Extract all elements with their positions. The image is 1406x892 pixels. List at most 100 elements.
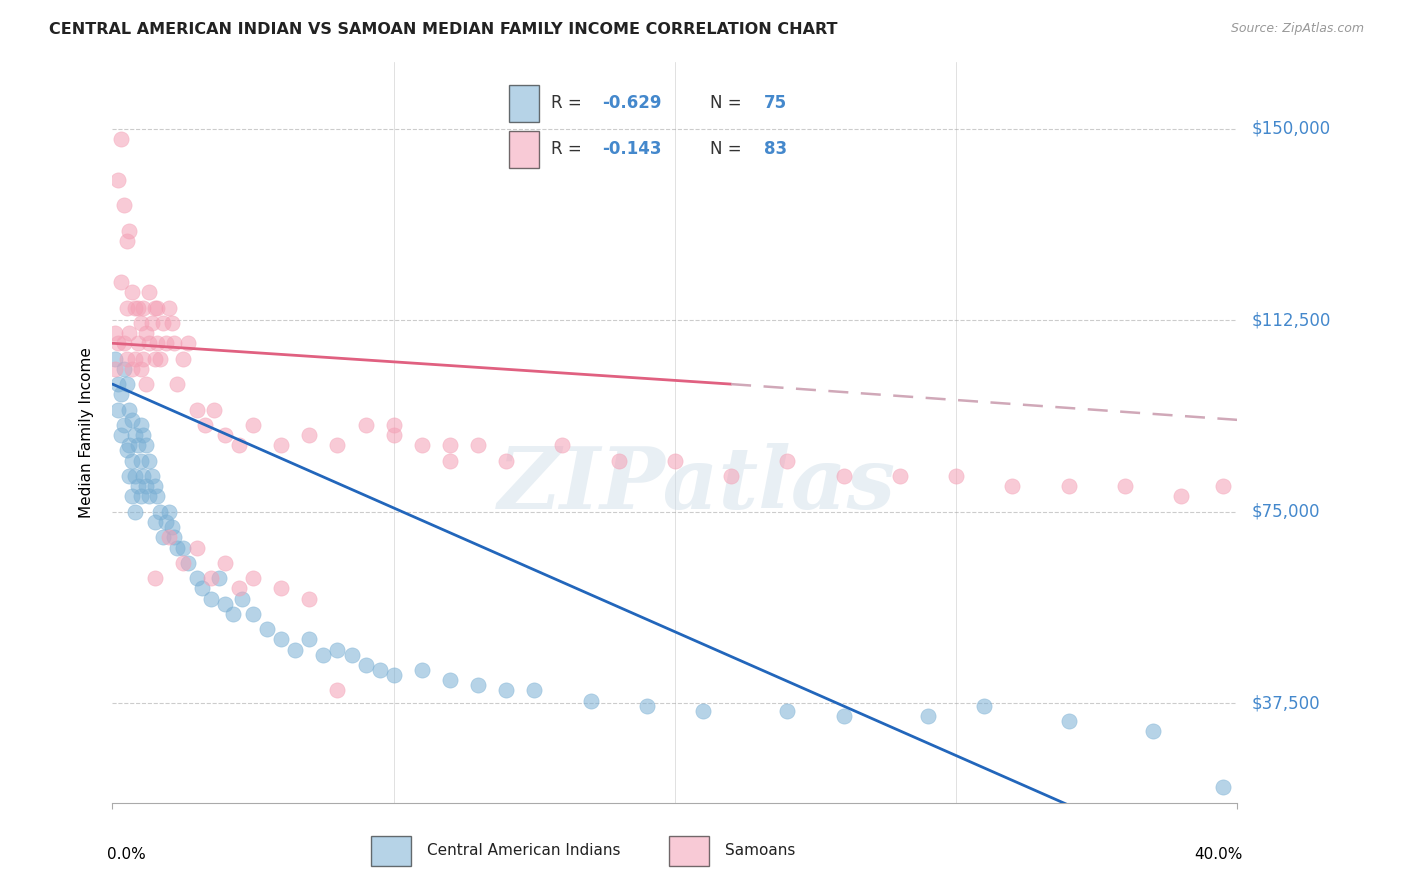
Point — [163, 336, 186, 351]
Point — [129, 417, 152, 432]
Point — [124, 469, 146, 483]
Point — [186, 571, 208, 585]
Point — [298, 591, 321, 606]
Point — [149, 351, 172, 366]
Text: $112,500: $112,500 — [1251, 311, 1330, 329]
Point — [118, 402, 141, 417]
Point — [118, 224, 141, 238]
Point — [692, 704, 714, 718]
Point — [228, 582, 250, 596]
Point — [284, 642, 307, 657]
Point — [228, 438, 250, 452]
Point — [107, 173, 129, 187]
Point — [1212, 479, 1234, 493]
Point — [636, 698, 658, 713]
Point — [146, 301, 169, 315]
Point — [143, 301, 166, 315]
Point — [115, 234, 138, 248]
Point — [326, 683, 349, 698]
Point — [495, 683, 517, 698]
Point — [242, 607, 264, 621]
Point — [121, 413, 143, 427]
Point — [138, 336, 160, 351]
Point — [104, 361, 127, 376]
Point — [115, 377, 138, 392]
Point — [112, 198, 135, 212]
Point — [115, 301, 138, 315]
Point — [354, 657, 377, 672]
Point — [107, 402, 129, 417]
Point — [124, 505, 146, 519]
Point — [439, 673, 461, 688]
Point — [368, 663, 391, 677]
Point — [127, 336, 149, 351]
Point — [129, 453, 152, 467]
Point — [155, 515, 177, 529]
Point — [298, 632, 321, 647]
Text: 0.0%: 0.0% — [107, 847, 146, 863]
Text: $75,000: $75,000 — [1251, 503, 1320, 521]
Point — [138, 490, 160, 504]
Point — [112, 336, 135, 351]
Point — [110, 275, 132, 289]
Point — [200, 571, 222, 585]
Point — [172, 556, 194, 570]
Point — [208, 571, 231, 585]
Point — [411, 663, 433, 677]
Point — [467, 438, 489, 452]
Point — [129, 316, 152, 330]
Point — [382, 428, 405, 442]
Point — [607, 453, 630, 467]
Y-axis label: Median Family Income: Median Family Income — [79, 347, 94, 518]
Point — [720, 469, 742, 483]
Point — [1114, 479, 1136, 493]
Point — [118, 469, 141, 483]
Text: Source: ZipAtlas.com: Source: ZipAtlas.com — [1230, 22, 1364, 36]
Point — [166, 377, 188, 392]
Point — [186, 402, 208, 417]
Point — [135, 479, 157, 493]
Point — [121, 490, 143, 504]
Point — [382, 668, 405, 682]
Point — [121, 361, 143, 376]
Point — [121, 453, 143, 467]
Point — [298, 428, 321, 442]
Point — [523, 683, 546, 698]
Point — [132, 301, 155, 315]
Point — [152, 530, 174, 544]
Point — [1057, 479, 1080, 493]
Point — [832, 469, 855, 483]
Point — [163, 530, 186, 544]
Text: ZIPatlas: ZIPatlas — [498, 442, 897, 526]
Point — [354, 417, 377, 432]
Point — [1170, 490, 1192, 504]
Point — [143, 515, 166, 529]
Point — [467, 678, 489, 692]
Point — [270, 438, 292, 452]
Point — [110, 428, 132, 442]
Point — [214, 597, 236, 611]
Point — [256, 622, 278, 636]
Point — [121, 285, 143, 300]
Point — [177, 336, 200, 351]
Point — [326, 642, 349, 657]
Point — [231, 591, 253, 606]
Point — [141, 469, 163, 483]
Point — [326, 438, 349, 452]
Point — [124, 301, 146, 315]
Point — [146, 490, 169, 504]
Text: $150,000: $150,000 — [1251, 120, 1330, 138]
Point — [110, 132, 132, 146]
Point — [200, 591, 222, 606]
Point — [129, 490, 152, 504]
Point — [579, 694, 602, 708]
Point — [1001, 479, 1024, 493]
Point — [127, 301, 149, 315]
Point — [312, 648, 335, 662]
Point — [141, 316, 163, 330]
Point — [439, 438, 461, 452]
Point — [152, 316, 174, 330]
Point — [194, 417, 217, 432]
Point — [664, 453, 686, 467]
Point — [124, 428, 146, 442]
